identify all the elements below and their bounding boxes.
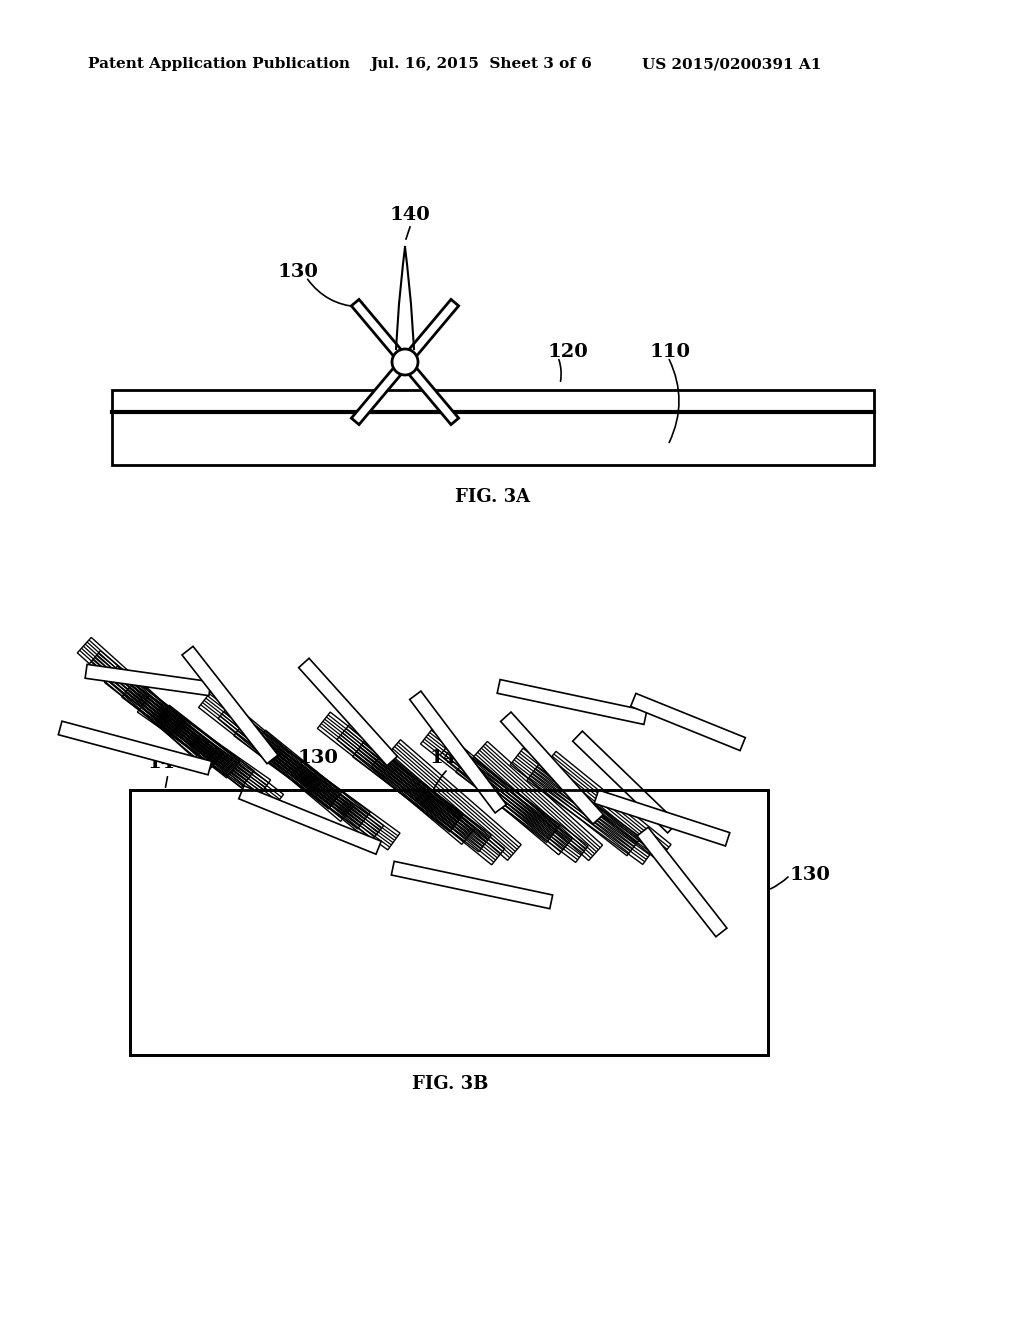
Polygon shape <box>410 692 506 813</box>
Bar <box>112 389 874 465</box>
Polygon shape <box>299 659 397 766</box>
Text: 130: 130 <box>790 866 830 884</box>
Polygon shape <box>351 300 459 425</box>
Bar <box>130 789 768 1055</box>
Text: FIG. 3A: FIG. 3A <box>456 488 530 506</box>
Text: 140: 140 <box>389 206 430 224</box>
Text: 140: 140 <box>430 748 470 767</box>
Text: 130: 130 <box>298 748 339 767</box>
Text: FIG. 3B: FIG. 3B <box>412 1074 488 1093</box>
Circle shape <box>392 348 418 375</box>
Polygon shape <box>631 693 745 751</box>
Text: Patent Application Publication: Patent Application Publication <box>88 57 350 71</box>
Polygon shape <box>501 711 603 824</box>
Polygon shape <box>637 828 727 937</box>
Polygon shape <box>391 862 553 908</box>
Polygon shape <box>58 721 212 775</box>
Polygon shape <box>182 647 278 764</box>
Polygon shape <box>572 731 677 833</box>
Text: Jul. 16, 2015  Sheet 3 of 6: Jul. 16, 2015 Sheet 3 of 6 <box>370 57 592 71</box>
Text: 120: 120 <box>548 343 589 360</box>
Polygon shape <box>498 680 647 725</box>
Text: US 2015/0200391 A1: US 2015/0200391 A1 <box>642 57 821 71</box>
Bar <box>130 789 768 1055</box>
Polygon shape <box>85 664 211 696</box>
Text: 110: 110 <box>650 343 691 360</box>
Polygon shape <box>239 785 381 854</box>
Polygon shape <box>594 791 730 846</box>
Text: 130: 130 <box>278 263 318 281</box>
Text: 140: 140 <box>147 754 188 772</box>
Polygon shape <box>351 300 459 425</box>
